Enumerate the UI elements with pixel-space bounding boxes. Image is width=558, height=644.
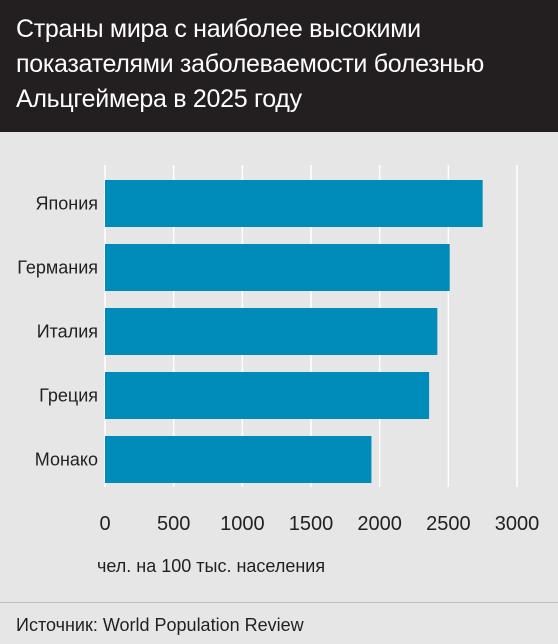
category-label: Германия	[17, 258, 98, 278]
bars-layer	[105, 180, 483, 483]
category-labels: Япония Германия Италия Греция Монако	[17, 194, 98, 470]
category-label: Италия	[37, 322, 98, 342]
bar	[105, 372, 430, 419]
bar-chart: Япония Германия Италия Греция Монако 0 500 100…	[17, 165, 539, 576]
bar	[105, 244, 450, 291]
x-tick-labels: 0 500 1000 1500 2000 2500 3000	[99, 513, 539, 535]
chart-header: Страны мира с наиболее высокими показате…	[0, 0, 558, 132]
source-note: Источник: World Population Review	[16, 615, 304, 635]
category-label: Греция	[39, 386, 98, 406]
x-tick-label: 1500	[289, 513, 334, 535]
category-label: Япония	[36, 194, 99, 214]
x-tick-label: 2500	[426, 513, 471, 535]
x-tick-label: 500	[157, 513, 190, 535]
bar	[105, 308, 438, 355]
bar	[105, 436, 372, 483]
x-axis-label: чел. на 100 тыс. населения	[97, 556, 325, 576]
x-tick-label: 2000	[357, 513, 402, 535]
footer: Источник: World Population Review	[0, 602, 558, 644]
x-tick-label: 1000	[220, 513, 265, 535]
x-tick-label: 0	[99, 513, 110, 535]
x-tick-label: 3000	[495, 513, 540, 535]
category-label: Монако	[35, 450, 98, 470]
bar	[105, 180, 483, 227]
chart-title: Страны мира с наиболее высокими показате…	[16, 15, 484, 113]
